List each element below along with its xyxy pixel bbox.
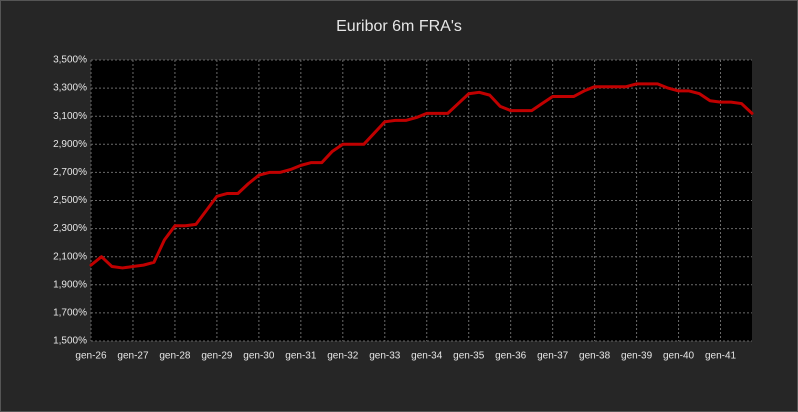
x-tick-label: gen-38 [579, 351, 611, 362]
y-tick-label: 2,700% [53, 167, 87, 178]
x-tick-label: gen-26 [75, 351, 107, 362]
y-tick-label: 1,900% [53, 279, 87, 290]
plot-area [91, 60, 752, 341]
x-tick-label: gen-35 [453, 351, 485, 362]
chart-title: Euribor 6m FRA's [336, 18, 462, 35]
y-tick-label: 2,100% [53, 251, 87, 262]
y-tick-label: 3,500% [53, 55, 87, 66]
x-tick-label: gen-29 [201, 351, 233, 362]
x-tick-label: gen-33 [369, 351, 401, 362]
y-tick-label: 3,100% [53, 111, 87, 122]
x-tick-label: gen-32 [327, 351, 359, 362]
y-tick-label: 2,900% [53, 139, 87, 150]
x-tick-label: gen-27 [117, 351, 149, 362]
x-tick-label: gen-40 [663, 351, 695, 362]
y-tick-label: 1,700% [53, 308, 87, 319]
y-tick-label: 2,500% [53, 195, 87, 206]
y-tick-label: 3,300% [53, 83, 87, 94]
x-tick-label: gen-34 [411, 351, 443, 362]
x-tick-label: gen-30 [243, 351, 275, 362]
x-tick-label: gen-37 [537, 351, 569, 362]
x-tick-label: gen-39 [621, 351, 653, 362]
y-tick-label: 1,500% [53, 336, 87, 347]
y-tick-label: 2,300% [53, 223, 87, 234]
line-series [89, 82, 754, 270]
x-tick-label: gen-36 [495, 351, 527, 362]
x-tick-label: gen-28 [159, 351, 191, 362]
x-tick-label: gen-41 [705, 351, 737, 362]
x-tick-label: gen-31 [285, 351, 317, 362]
